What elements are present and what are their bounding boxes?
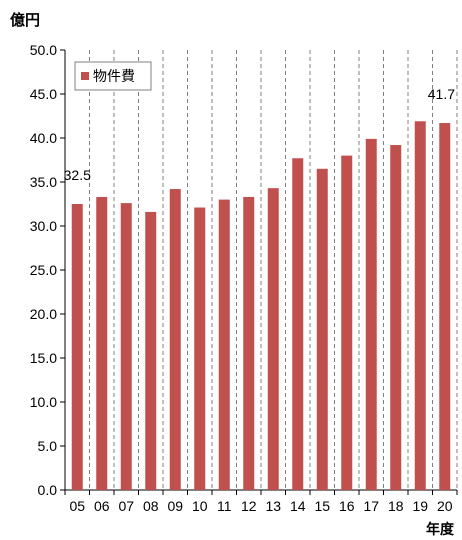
plot-area: 0.0 5.0 10.0 15.0 20.0 25.0 30.0 35.0 40.0 45.0 50… — [30, 42, 458, 514]
y-tick-label: 25.0 — [30, 262, 57, 278]
legend: 物件費 — [74, 61, 152, 91]
bar-11 — [218, 199, 230, 490]
x-tick-label: 08 — [143, 498, 159, 514]
bar-09 — [169, 189, 181, 491]
bar-16 — [341, 155, 353, 490]
bar-15 — [316, 168, 328, 491]
data-label-20: 41.7 — [428, 86, 455, 102]
bar-10 — [194, 207, 206, 490]
x-tick-label: 12 — [241, 498, 257, 514]
bar-13 — [267, 188, 279, 490]
y-tick-label: 20.0 — [30, 306, 57, 322]
x-tick-label: 14 — [290, 498, 306, 514]
bar-14 — [292, 158, 304, 491]
x-tick-label: 13 — [265, 498, 281, 514]
x-tick-label: 15 — [314, 498, 330, 514]
y-tick-label: 10.0 — [30, 394, 57, 410]
y-tick-label: 0.0 — [38, 482, 58, 498]
y-tick-label: 35.0 — [30, 174, 57, 190]
x-tick-label: 18 — [388, 498, 404, 514]
x-axis-unit-label: 年度 — [426, 521, 455, 537]
x-tick-label: 05 — [69, 498, 85, 514]
bar-12 — [243, 196, 255, 490]
x-tick-label: 09 — [167, 498, 183, 514]
y-tick-label: 30.0 — [30, 218, 57, 234]
y-tick-label: 5.0 — [38, 438, 58, 454]
y-axis-unit-label: 億円 — [10, 11, 40, 29]
x-tick-label: 07 — [118, 498, 134, 514]
bar-19 — [414, 121, 426, 490]
legend-swatch — [81, 72, 89, 80]
bar-05 — [71, 204, 83, 490]
bar-07 — [120, 203, 132, 490]
x-tick-label: 10 — [192, 498, 208, 514]
y-tick-label: 15.0 — [30, 350, 57, 366]
x-tick-label: 20 — [437, 498, 453, 514]
bar-08 — [145, 211, 157, 491]
x-tick-label: 19 — [412, 498, 428, 514]
y-tick-label: 50.0 — [30, 42, 57, 58]
x-tick-label: 06 — [94, 498, 110, 514]
bar-20 — [439, 123, 451, 490]
x-tick-label: 16 — [339, 498, 355, 514]
x-tick-label: 11 — [217, 498, 232, 514]
bar-18 — [390, 145, 402, 491]
bar-06 — [96, 196, 108, 490]
y-tick-label: 40.0 — [30, 130, 57, 146]
x-tick-label: 17 — [363, 498, 379, 514]
data-label-05: 32.5 — [64, 167, 91, 183]
y-tick-label: 45.0 — [30, 86, 57, 102]
bar-17 — [365, 138, 377, 490]
legend-label: 物件費 — [93, 68, 135, 84]
